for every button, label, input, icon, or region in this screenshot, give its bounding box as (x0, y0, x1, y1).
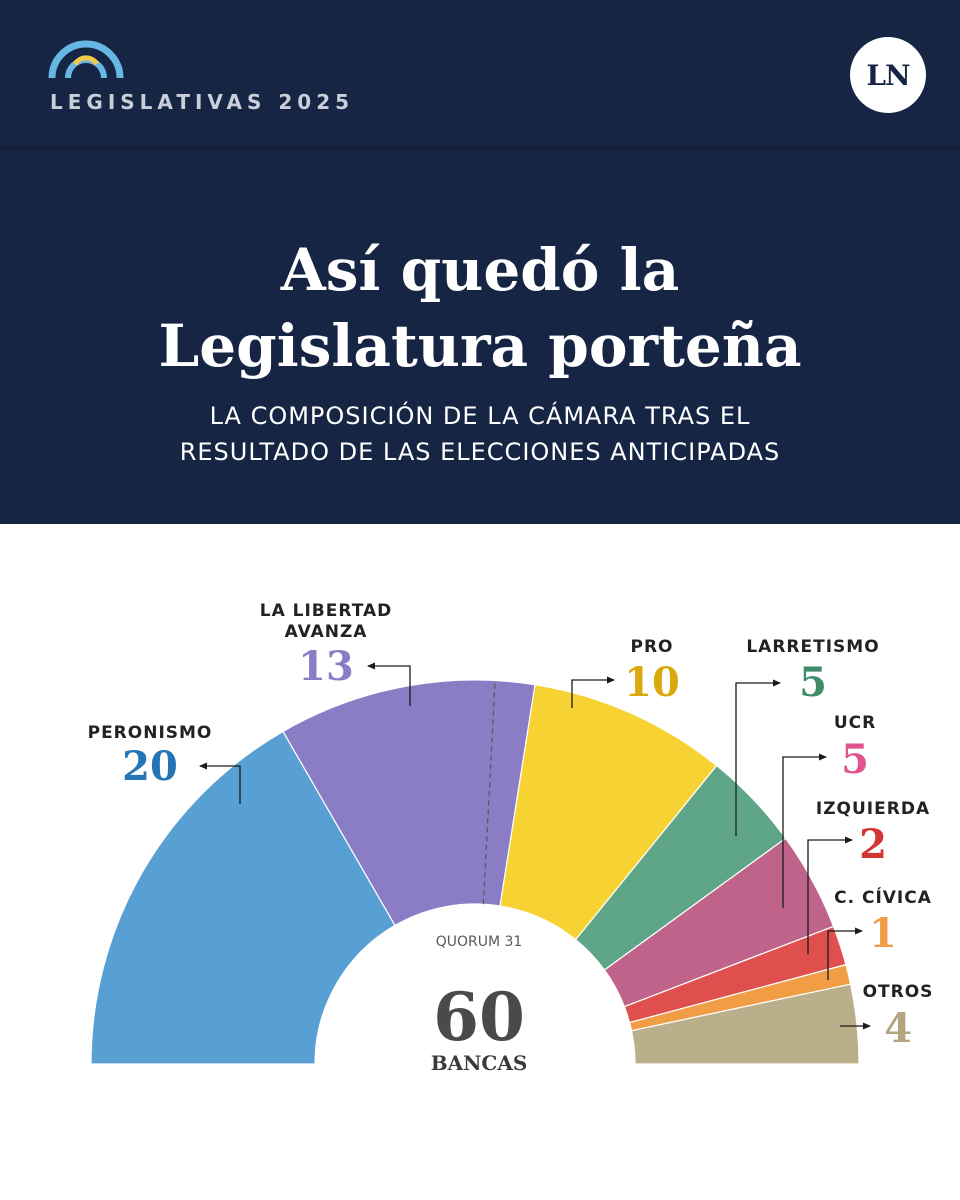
party-value-izquierda: 2 (859, 821, 887, 868)
leader-line-peronismo (199, 762, 241, 804)
party-value-la-libertad-avanza: 13 (298, 643, 354, 690)
party-name-ucr: UCR (834, 713, 876, 733)
leader-line-c-civica (827, 927, 863, 980)
brand-logo-icon (48, 40, 124, 79)
header-banner (0, 0, 960, 524)
publisher-logo: LN (850, 37, 926, 113)
seat-arc-pro (499, 684, 718, 941)
party-value-c-civica: 1 (869, 910, 897, 957)
quorum-line (482, 680, 496, 905)
party-name-larretismo: LARRETISMO (746, 637, 879, 657)
publisher-logo-text: LN (866, 58, 910, 92)
seat-arcs (90, 679, 860, 1065)
party-name-c-civica: C. CÍVICA (834, 886, 932, 908)
label-leaders (199, 662, 871, 1030)
title-line-2: Legislatura porteña (158, 312, 802, 380)
leader-line-ucr (782, 753, 827, 908)
party-value-otros: 4 (884, 1005, 912, 1052)
party-value-pro: 10 (624, 659, 680, 706)
party-name-otros: OTROS (863, 982, 934, 1002)
brand-title: LEGISLATIVAS 2025 (50, 90, 355, 114)
subtitle-line-2: RESULTADO DE LAS ELECCIONES ANTICIPADAS (179, 438, 781, 466)
party-value-peronismo: 20 (122, 743, 178, 790)
title-line-1: Así quedó la (280, 236, 680, 304)
seat-arc-otros (630, 983, 860, 1065)
party-name-la-libertad-avanza: LA LIBERTAD AVANZA (260, 601, 393, 642)
leader-line-larretismo (735, 679, 781, 836)
seat-arc-peronismo (90, 730, 396, 1065)
leader-line-izquierda (807, 836, 853, 954)
total-seats-label: BANCAS (431, 1051, 528, 1075)
leader-line-pro (571, 676, 615, 708)
party-value-ucr: 5 (841, 736, 869, 783)
page-title: Así quedó la Legislatura porteña (0, 232, 960, 384)
quorum-label: QUORUM 31 (436, 934, 523, 950)
party-value-larretismo: 5 (799, 659, 827, 706)
party-name-peronismo: PERONISMO (88, 723, 213, 743)
leader-line-la-libertad-avanza (367, 662, 411, 706)
subtitle-line-1: LA COMPOSICIÓN DE LA CÁMARA TRAS EL (209, 402, 751, 430)
page-subtitle: LA COMPOSICIÓN DE LA CÁMARA TRAS EL RESU… (0, 398, 960, 470)
party-name-izquierda: IZQUIERDA (816, 799, 930, 819)
total-seats-value: 60 (433, 978, 525, 1056)
party-name-pro: PRO (630, 637, 673, 657)
seat-arc-la-libertad-avanza (282, 679, 536, 927)
header-divider (0, 146, 960, 150)
